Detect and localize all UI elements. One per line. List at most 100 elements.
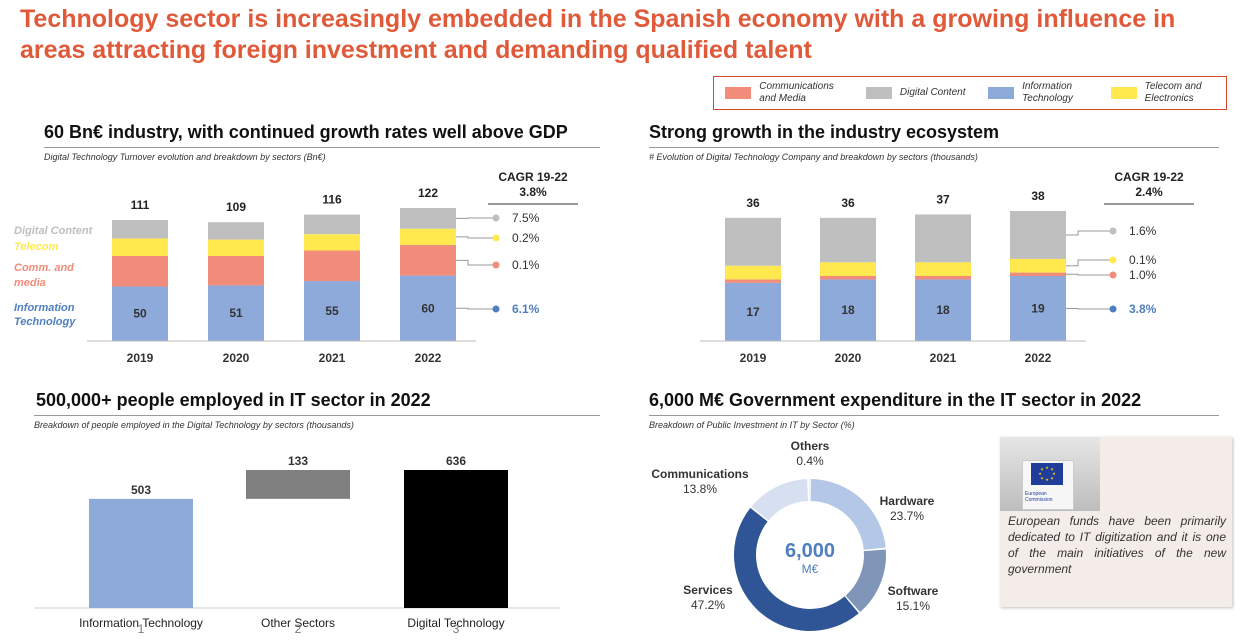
cagr-connector-companies-s1: [1066, 273, 1113, 276]
svg-text:★: ★: [1038, 471, 1042, 476]
legend-label-digital: Digital Content: [899, 87, 966, 98]
bar-companies-2022-s0: [1010, 276, 1066, 341]
bar-turnover-2019-s3: [112, 219, 168, 239]
donut-slice-services: [734, 507, 859, 631]
bar-turnover-2019-s2: [112, 238, 168, 256]
companies-rule: [649, 147, 1219, 148]
cagr-value-turnover-s2: 0.2%: [512, 231, 540, 245]
bar-companies-2019-s0: [725, 282, 781, 341]
bar-companies-2019-s2: [725, 265, 781, 280]
companies-title: Strong growth in the industry ecosystem: [649, 122, 1000, 142]
side-label-comm-2: media: [14, 277, 46, 289]
cagr-value-turnover-s3: 7.5%: [512, 211, 540, 225]
bar-turnover-2022-s3: [400, 208, 456, 229]
cagr-connector-turnover-s2: [456, 236, 496, 239]
ec-logo-text: European Commission: [1025, 491, 1053, 503]
cagr-connector-companies-s2: [1066, 259, 1113, 267]
x-tick-turnover-2021: 2021: [319, 351, 346, 365]
cagr-total-companies: 2.4%: [1135, 185, 1163, 199]
total-label-companies-2019: 36: [746, 196, 760, 210]
bar-employment-0: [89, 498, 193, 608]
employment-subtitle: Breakdown of people employed in the Digi…: [34, 420, 354, 430]
government-subtitle: Breakdown of Public Investment in IT by …: [649, 420, 855, 430]
cagr-value-companies-s3: 1.6%: [1129, 224, 1157, 238]
bar-label-turnover-2019: 50: [133, 307, 147, 321]
bar-companies-2020-s3: [820, 217, 876, 263]
bar-turnover-2021-s0: [304, 281, 360, 341]
cagr-title-companies: CAGR 19-22: [1114, 170, 1184, 184]
donut-label-software: Software: [888, 584, 939, 598]
legend-item-digital: Digital Content: [865, 87, 966, 99]
bar-companies-2022-s2: [1010, 258, 1066, 273]
bar-companies-2021-s2: [915, 262, 971, 276]
eu-stars-icon: ★ ★★ ★★★ ★★: [1038, 465, 1056, 482]
legend-swatch-digital: [865, 87, 892, 99]
bar-label-turnover-2021: 55: [325, 304, 339, 318]
cagr-value-companies-s0: 3.8%: [1129, 302, 1157, 316]
bar-turnover-2020-s0: [208, 285, 264, 341]
svg-text:★: ★: [1052, 471, 1056, 476]
cagr-value-turnover-s1: 0.1%: [512, 258, 540, 272]
bar-value-employment-0: 503: [131, 483, 151, 497]
government-rule: [649, 415, 1219, 416]
svg-text:★: ★: [1045, 477, 1049, 482]
x-tick-employment-1: Other Sectors: [261, 616, 335, 630]
cagr-dot-turnover-s1: [492, 261, 500, 269]
cagr-dot-companies-s1: [1109, 271, 1117, 279]
x-tick-companies-2022: 2022: [1025, 351, 1052, 365]
total-label-turnover-2019: 111: [131, 198, 150, 212]
svg-text:★: ★: [1040, 476, 1044, 481]
bar-value-employment-1: 133: [288, 454, 308, 468]
bar-turnover-2021-s1: [304, 250, 360, 282]
donut-label-hardware: Hardware: [880, 494, 935, 508]
legend-label-it: Information Technology: [1022, 81, 1073, 104]
x-index-employment-0: 1: [138, 622, 145, 636]
cagr-title-turnover: CAGR 19-22: [498, 170, 568, 184]
donut-pct-software: 15.1%: [896, 599, 930, 613]
svg-text:★: ★: [1050, 467, 1054, 472]
cagr-dot-companies-s0: [1109, 305, 1117, 313]
side-label-digital: Digital Content: [14, 225, 94, 237]
bar-label-companies-2019: 17: [746, 305, 760, 319]
cagr-dot-companies-s3: [1109, 227, 1117, 235]
bar-companies-2022-s3: [1010, 211, 1066, 259]
companies-subtitle: # Evolution of Digital Technology Compan…: [649, 152, 978, 162]
donut-center-value: 6,000: [785, 540, 835, 562]
bar-employment-1: [246, 470, 350, 499]
svg-text:★: ★: [1040, 467, 1044, 472]
side-label-telecom: Telecom: [14, 241, 58, 253]
eu-flag-icon: ★ ★ ★ ★ ★ ★ ★ ★: [1031, 463, 1063, 485]
donut-label-others: Others: [791, 439, 830, 453]
bar-label-turnover-2020: 51: [229, 306, 243, 320]
total-label-companies-2021: 37: [936, 192, 950, 206]
donut-slice-software: [845, 549, 887, 613]
donut-pct-communications: 13.8%: [683, 482, 717, 496]
cagr-connector-companies-s0: [1066, 308, 1113, 310]
employment-title: 500,000+ people employed in IT sector in…: [36, 390, 431, 410]
x-tick-companies-2021: 2021: [930, 351, 957, 365]
donut-label-communications: Communications: [651, 467, 749, 481]
cagr-value-companies-s2: 0.1%: [1129, 253, 1157, 267]
bar-label-turnover-2022: 60: [421, 301, 435, 315]
bar-employment-2: [404, 470, 508, 608]
legend-item-it: Information Technology: [988, 81, 1088, 105]
bar-companies-2021-s0: [915, 279, 971, 341]
cagr-value-turnover-s0: 6.1%: [512, 302, 540, 316]
total-label-turnover-2020: 109: [226, 200, 246, 214]
bar-turnover-2020-s3: [208, 222, 264, 240]
bar-turnover-2019-s1: [112, 255, 168, 287]
donut-pct-hardware: 23.7%: [890, 509, 924, 523]
companies-chart: 17 36 2019 18 36 2020 18 37 2021 19 38 2022 3.8% 1.0%…: [700, 170, 1194, 365]
x-tick-turnover-2022: 2022: [415, 351, 442, 365]
side-label-it-1: Information: [14, 302, 75, 314]
cagr-dot-turnover-s3: [492, 214, 500, 222]
legend-label-telecom: Telecom and Electronics: [1144, 81, 1202, 104]
donut-slice-communications: [751, 479, 808, 521]
x-index-employment-2: 3: [453, 622, 460, 636]
total-label-companies-2022: 38: [1031, 189, 1045, 203]
bar-companies-2021-s3: [915, 214, 971, 263]
x-index-employment-1: 2: [295, 622, 302, 636]
